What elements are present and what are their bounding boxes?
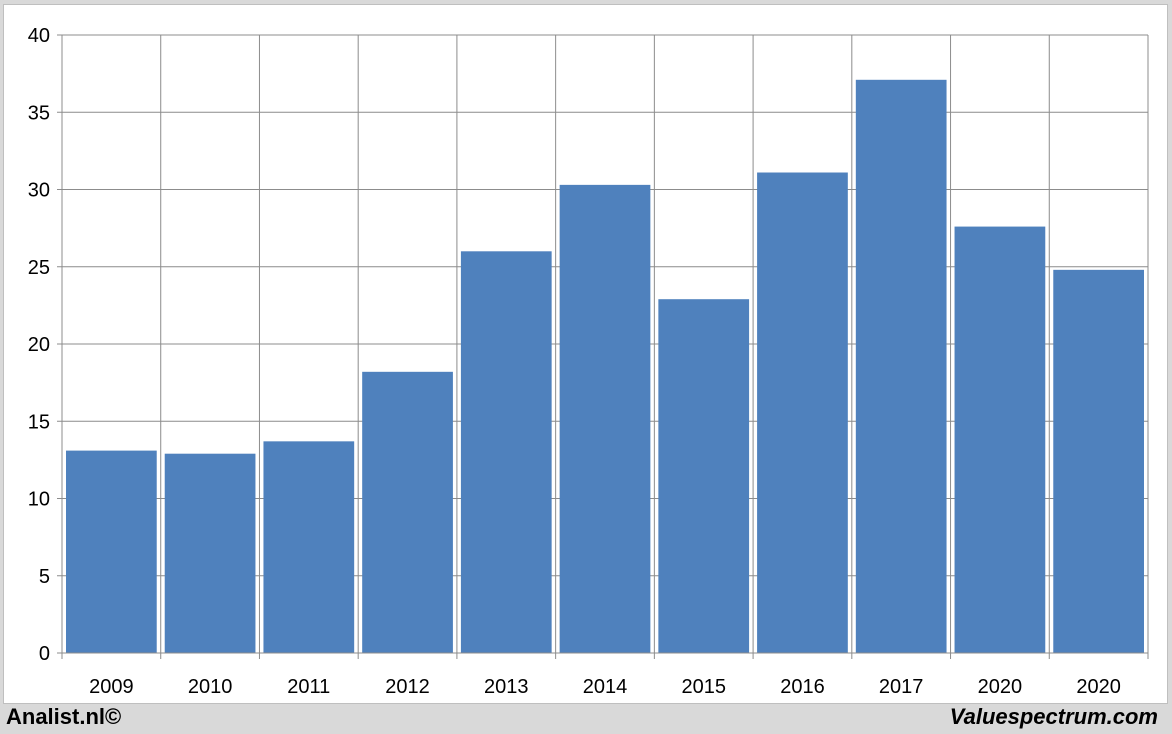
bar: [855, 79, 947, 654]
bar: [164, 453, 256, 653]
bar: [362, 371, 453, 653]
y-tick-label: 20: [28, 334, 50, 356]
x-tick-label: 2013: [484, 676, 529, 698]
x-tick-label: 2012: [385, 676, 430, 698]
y-tick-label: 5: [39, 566, 50, 588]
bar: [757, 172, 848, 653]
x-tick-label: 2010: [188, 676, 233, 698]
bar: [559, 184, 651, 654]
y-tick-label: 25: [28, 257, 50, 279]
y-tick-label: 40: [28, 25, 50, 47]
bar: [954, 226, 1046, 653]
x-tick-label: 2020: [978, 676, 1023, 698]
analist-brand: Analist.nl©: [6, 704, 122, 729]
bar: [460, 251, 552, 654]
valuespectrum-brand: Valuespectrum.com: [949, 704, 1158, 729]
x-tick-label: 2016: [780, 676, 825, 698]
x-tick-label: 2014: [583, 676, 628, 698]
bars: [66, 79, 1144, 654]
bar: [263, 441, 355, 653]
y-tick-label: 35: [28, 102, 50, 124]
bar: [66, 450, 157, 653]
chart-panel: 0 5 10 15 20 25 30 35 40 2009 2010 2011 2012 2013 201…: [3, 4, 1168, 704]
x-tick-label: 2015: [681, 676, 726, 698]
bar: [1053, 269, 1144, 653]
y-tick-labels: 0 5 10 15 20 25 30 35 40: [28, 25, 50, 665]
y-tick-label: 15: [28, 411, 50, 433]
y-tick-label: 30: [28, 180, 50, 202]
y-tick-label: 0: [39, 643, 50, 665]
y-tick-label: 10: [28, 489, 50, 511]
x-tick-labels: 2009 2010 2011 2012 2013 2014 2015 2016 2017 2020…: [89, 676, 1121, 698]
bar: [658, 299, 750, 653]
x-tick-label: 2009: [89, 676, 134, 698]
x-tick-label: 2011: [287, 676, 330, 698]
x-tick-label: 2020: [1076, 676, 1121, 698]
x-tick-label: 2017: [879, 676, 924, 698]
axes: [57, 34, 1148, 654]
bar-chart: 0 5 10 15 20 25 30 35 40 2009 2010 2011 2012 2013 201…: [28, 25, 1149, 698]
